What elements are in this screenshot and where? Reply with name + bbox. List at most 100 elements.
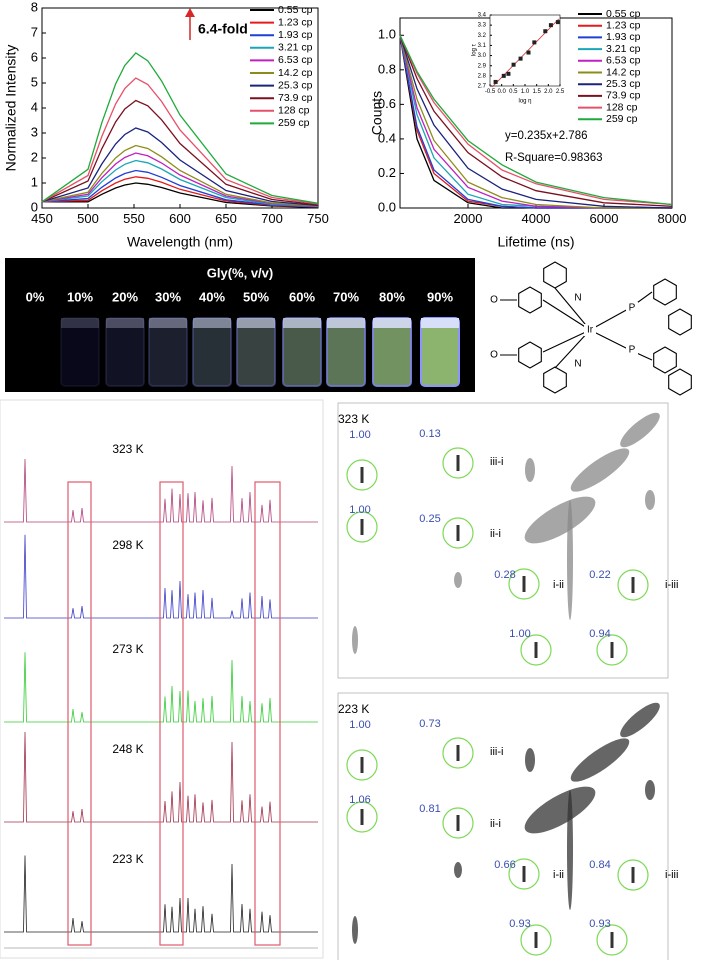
legend-label: 1.23 cp	[278, 16, 313, 28]
temperature-label: 323 K	[112, 442, 143, 456]
vial-label: 50%	[243, 289, 269, 304]
peak-spot	[610, 642, 614, 658]
x-axis-label: Lifetime (ns)	[497, 234, 574, 250]
legend-label: 6.53 cp	[606, 55, 641, 67]
vial-cap	[149, 318, 187, 328]
cross-peak	[645, 490, 655, 510]
integral-value: 0.94	[589, 628, 610, 640]
vial	[148, 317, 188, 387]
legend-label: 73.9 cp	[606, 90, 641, 102]
atom-bg	[626, 302, 638, 314]
nmr-trace	[4, 534, 318, 619]
vial-label: 10%	[67, 289, 93, 304]
y-tick-label: 0.6	[378, 96, 396, 111]
vial	[60, 317, 100, 387]
point	[506, 71, 511, 76]
peak-spot	[631, 577, 635, 593]
legend-label: 128 cp	[278, 105, 310, 117]
temperature-label: 223 K	[112, 852, 143, 866]
series-line	[42, 182, 319, 208]
peak-spot	[360, 757, 364, 773]
y-tick-label: 6	[31, 49, 38, 64]
arrow-head	[185, 8, 195, 17]
point	[526, 50, 531, 55]
cross-peak	[620, 412, 660, 448]
ring	[653, 346, 677, 374]
correlation-label: ii-i	[490, 818, 501, 830]
cross-peak	[567, 790, 573, 910]
plot-frame	[489, 14, 561, 87]
y-tick-label: 1	[31, 174, 38, 189]
peak-circle	[442, 447, 474, 479]
vial-label: 0%	[26, 289, 45, 304]
point	[548, 23, 553, 28]
annotation: R-Square=0.98363	[505, 152, 603, 164]
temperature-label: 273 K	[112, 642, 143, 656]
integral-value: 1.06	[349, 794, 370, 806]
correlation-label: i-iii	[665, 869, 678, 881]
y-tick-label: 0.2	[378, 165, 396, 180]
peak-spot	[522, 866, 526, 882]
peak-spot	[456, 455, 460, 471]
x-axis-label: log η	[518, 99, 531, 105]
atom-label: O	[490, 350, 498, 361]
vial	[236, 317, 276, 387]
x-tick-label: 8000	[658, 211, 687, 226]
x-tick-label: 2000	[454, 211, 483, 226]
vial	[326, 317, 366, 387]
bond	[554, 287, 591, 331]
integral-value: 0.84	[589, 859, 610, 871]
peak-spot	[534, 642, 538, 658]
vial-cap	[421, 318, 459, 328]
atom-label: N	[574, 293, 581, 304]
peak-circle	[442, 807, 474, 839]
integral-value: 0.28	[494, 569, 515, 581]
x-tick-label: 0.0	[497, 89, 506, 95]
vial-label: 80%	[379, 289, 405, 304]
point	[555, 20, 560, 25]
series-line	[41, 159, 319, 208]
peak-spot	[456, 525, 460, 541]
legend-label: 25.3 cp	[278, 79, 313, 91]
integral-value: 1.00	[349, 429, 370, 441]
vial	[105, 317, 145, 387]
cross-peak	[454, 572, 462, 588]
temperature-label: 223 K	[338, 702, 369, 716]
y-tick-label: 3.1	[478, 43, 487, 49]
series-line	[41, 176, 319, 208]
legend-label: 73.9 cp	[278, 92, 313, 104]
series-line	[41, 127, 319, 207]
atom-label: N	[574, 359, 581, 370]
integral-value: 0.66	[494, 859, 515, 871]
series-line	[41, 99, 319, 206]
correlation-label: i-iii	[665, 579, 678, 591]
y-tick-label: 0	[31, 199, 38, 214]
legend-label: 0.55 cp	[606, 8, 641, 20]
x-tick-label: 4000	[522, 211, 551, 226]
bond	[542, 329, 591, 353]
integral-value: 0.73	[419, 718, 440, 730]
series-line	[41, 152, 319, 207]
integral-value: 0.81	[419, 803, 440, 815]
ring	[653, 278, 677, 306]
vial	[372, 317, 412, 387]
point	[501, 73, 506, 78]
peak-spot	[456, 745, 460, 761]
y-tick-label: 0.0	[378, 199, 396, 214]
series-line	[399, 35, 673, 206]
ring	[518, 286, 542, 314]
y-tick-label: 1.0	[378, 27, 396, 42]
peak-circle	[442, 737, 474, 769]
temperature-label: 298 K	[112, 538, 143, 552]
series-line	[41, 169, 319, 208]
cross-peak	[524, 496, 596, 544]
cross-peak	[352, 626, 358, 654]
cross-peak	[525, 458, 535, 482]
nmr-1d-panel	[0, 399, 324, 959]
vial-cap	[193, 318, 231, 328]
x-axis-label: Wavelength (nm)	[127, 234, 233, 250]
integral-value: 1.00	[349, 719, 370, 731]
y-tick-label: 2	[31, 149, 38, 164]
annotation: 6.4-fold	[198, 21, 248, 37]
y-tick-label: 2.8	[478, 73, 487, 79]
